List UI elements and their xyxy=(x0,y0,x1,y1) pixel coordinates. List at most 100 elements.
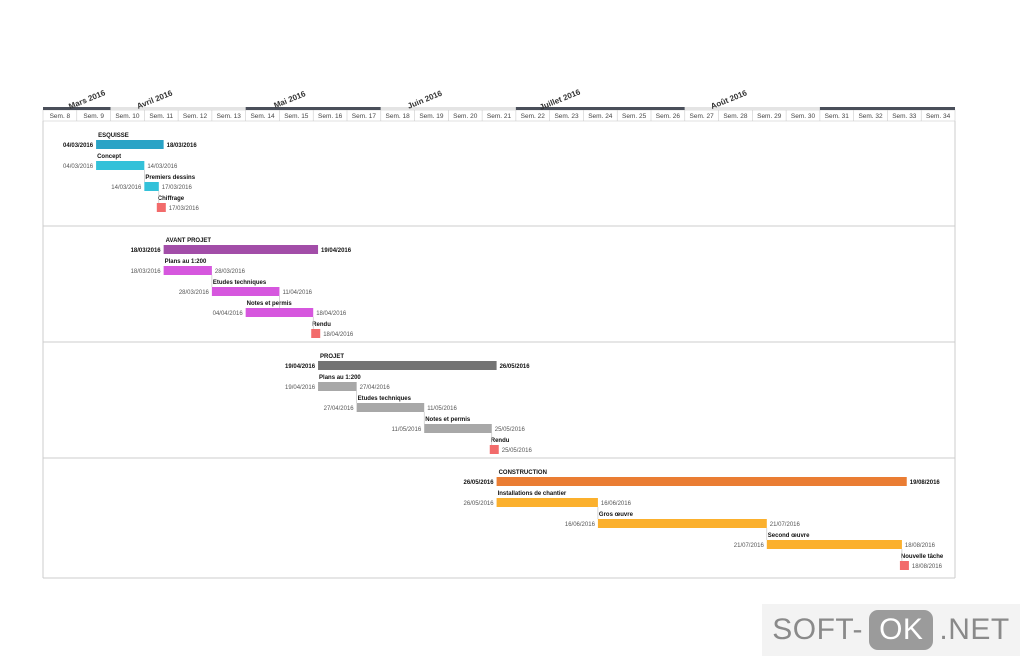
task-end-date: 25/05/2016 xyxy=(502,448,533,454)
task-start-date: 14/03/2016 xyxy=(111,185,142,191)
task-start-date: 26/05/2016 xyxy=(464,501,495,507)
task-start-date: 16/06/2016 xyxy=(565,522,596,528)
group-name: CONSTRUCTION xyxy=(499,470,547,476)
week-label: Sem. 27 xyxy=(690,113,715,120)
week-label: Sem. 16 xyxy=(318,113,343,120)
week-label: Sem. 15 xyxy=(284,113,309,120)
group-start-date: 04/03/2016 xyxy=(63,143,94,149)
timeline-body: ESQUISSE 04/03/2016 18/03/2016 Concept04/03… xyxy=(42,121,956,579)
watermark: SOFT- OK .NET xyxy=(762,604,1020,656)
task-start-date: 18/03/2016 xyxy=(131,269,162,275)
group-bar xyxy=(496,477,907,486)
task-group: ESQUISSE 04/03/2016 18/03/2016 Concept04/03… xyxy=(63,133,200,212)
task-end-date: 17/03/2016 xyxy=(169,206,200,212)
task-end-date: 18/04/2016 xyxy=(323,332,354,338)
task-group: CONSTRUCTION 26/05/2016 19/08/2016 Installa… xyxy=(464,470,944,570)
group-bar xyxy=(163,245,319,254)
group-name: ESQUISSE xyxy=(98,133,129,139)
task-start-date: 11/05/2016 xyxy=(392,427,422,433)
week-label: Sem. 19 xyxy=(419,113,444,120)
month-bar xyxy=(819,107,955,110)
week-label: Sem. 29 xyxy=(757,113,782,120)
task-end-date: 17/03/2016 xyxy=(162,185,193,191)
week-label: Sem. 32 xyxy=(858,113,883,120)
week-label: Sem. 25 xyxy=(622,113,647,120)
week-label: Sem. 13 xyxy=(217,113,242,120)
task-bar xyxy=(144,182,159,191)
task-bar xyxy=(424,424,492,433)
week-label: Sem. 30 xyxy=(791,113,816,120)
timeline-header: Sem. 8 Sem. 9 Sem. 10 Sem. 11 Sem. 12 Sem. 13… xyxy=(42,87,956,122)
task-start-date: 27/04/2016 xyxy=(324,406,355,412)
task-name: Second œuvre xyxy=(768,533,810,539)
task-name: Installations de chantier xyxy=(498,491,567,497)
week-label: Sem. 23 xyxy=(554,113,579,120)
task-end-date: 11/05/2016 xyxy=(427,406,457,412)
group-start-date: 19/04/2016 xyxy=(285,364,316,370)
task-name: Notes et permis xyxy=(425,417,471,423)
task-name: Notes et permis xyxy=(247,301,293,307)
task-bar xyxy=(356,403,425,412)
week-label: Sem. 17 xyxy=(352,113,377,120)
task-bar xyxy=(766,540,902,549)
week-label: Sem. 21 xyxy=(487,113,512,120)
task-end-date: 18/08/2016 xyxy=(912,564,943,570)
week-label: Sem. 14 xyxy=(250,113,275,120)
group-start-date: 26/05/2016 xyxy=(464,480,495,486)
month-bar xyxy=(43,107,111,110)
group-name: AVANT PROJET xyxy=(166,238,212,244)
group-end-date: 18/03/2016 xyxy=(167,143,198,149)
task-name: Premiers dessins xyxy=(145,175,195,181)
task-bar xyxy=(318,382,357,391)
task-end-date: 18/08/2016 xyxy=(905,543,936,549)
task-group: AVANT PROJET 18/03/2016 19/04/2016 Plans au… xyxy=(131,238,354,338)
month-bar xyxy=(380,107,550,110)
week-label: Sem. 33 xyxy=(892,113,917,120)
task-start-date: 28/03/2016 xyxy=(179,290,210,296)
milestone-marker xyxy=(156,203,166,212)
task-start-date: 04/04/2016 xyxy=(213,311,244,317)
task-start-date: 21/07/2016 xyxy=(734,543,765,549)
week-label: Sem. 12 xyxy=(183,113,208,120)
task-name: Plans au 1:200 xyxy=(165,259,207,265)
group-end-date: 19/08/2016 xyxy=(910,480,941,486)
task-name: Etudes techniques xyxy=(213,280,267,286)
group-end-date: 26/05/2016 xyxy=(500,364,531,370)
month-bar xyxy=(245,107,381,110)
week-label: Sem. 11 xyxy=(149,113,173,120)
task-bar xyxy=(597,519,767,528)
group-end-date: 19/04/2016 xyxy=(321,248,352,254)
group-start-date: 18/03/2016 xyxy=(131,248,162,254)
task-end-date: 18/04/2016 xyxy=(316,311,347,317)
watermark-middle: OK xyxy=(869,610,934,650)
week-label: Sem. 8 xyxy=(50,113,71,120)
month-bar xyxy=(684,107,820,110)
task-bar xyxy=(163,266,212,275)
week-label: Sem. 20 xyxy=(453,113,478,120)
task-name: Plans au 1:200 xyxy=(319,375,361,381)
week-label: Sem. 34 xyxy=(926,113,951,120)
task-start-date: 04/03/2016 xyxy=(63,164,94,170)
task-name: Concept xyxy=(97,154,121,160)
milestone-marker xyxy=(899,561,909,570)
group-name: PROJET xyxy=(320,354,344,360)
task-group: PROJET 19/04/2016 26/05/2016 Plans au 1:200… xyxy=(285,354,532,454)
task-end-date: 14/03/2016 xyxy=(147,164,178,170)
watermark-right: .NET xyxy=(939,613,1010,646)
task-name: Rendu xyxy=(491,438,510,444)
week-label: Sem. 26 xyxy=(656,113,681,120)
group-bar xyxy=(96,140,164,149)
task-end-date: 25/05/2016 xyxy=(495,427,526,433)
milestone-marker xyxy=(311,329,321,338)
milestone-marker xyxy=(489,445,499,454)
task-bar xyxy=(96,161,145,170)
task-name: Rendu xyxy=(312,322,331,328)
week-label: Sem. 9 xyxy=(83,113,104,120)
week-label: Sem. 10 xyxy=(115,113,140,120)
task-name: Gros œuvre xyxy=(599,512,634,518)
task-start-date: 19/04/2016 xyxy=(285,385,316,391)
task-end-date: 11/04/2016 xyxy=(282,290,312,296)
month-bar xyxy=(515,107,685,110)
task-bar xyxy=(211,287,280,296)
